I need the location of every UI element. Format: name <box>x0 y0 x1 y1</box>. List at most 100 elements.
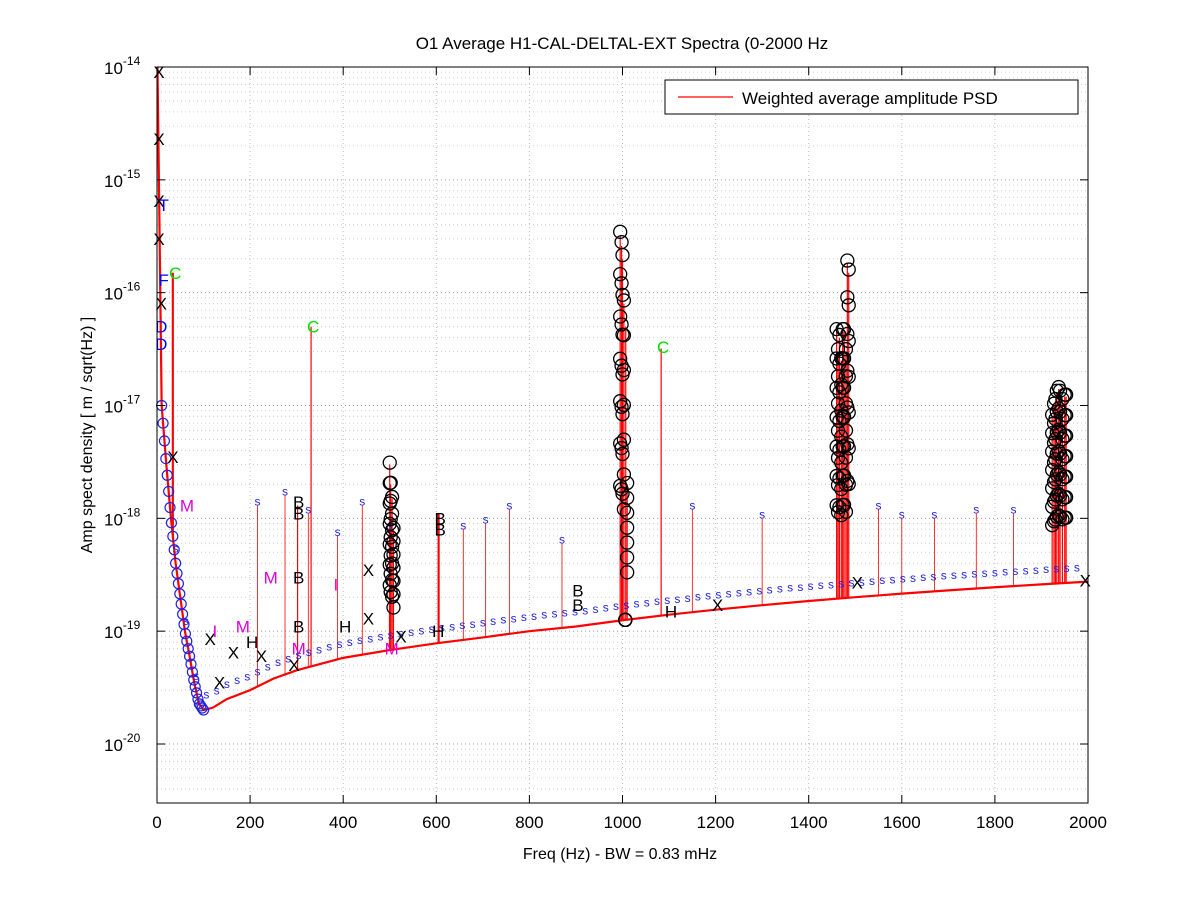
line-marker-s: s <box>470 617 476 631</box>
line-marker-s: s <box>511 611 517 625</box>
peak-circle-marker <box>615 287 630 303</box>
annotation-b: B <box>572 596 583 615</box>
peak-circle-marker <box>613 267 628 282</box>
legend: Weighted average amplitude PSD <box>664 79 1079 115</box>
line-marker-s: s <box>296 648 302 662</box>
low-freq-marker <box>157 417 169 429</box>
x-tick-label: 2000 <box>1069 813 1107 832</box>
annotation-x: X <box>214 674 225 693</box>
legend-label: Weighted average amplitude PSD <box>742 89 998 108</box>
y-tick-exponent: -16 <box>123 280 141 294</box>
peak-circle-marker <box>620 535 635 550</box>
line-marker-s: s <box>654 594 660 608</box>
line-marker-s: s <box>359 494 365 508</box>
x-tick-label: 1800 <box>976 813 1014 832</box>
x-tick-label: 400 <box>329 813 357 832</box>
line-marker-s: s <box>500 613 506 627</box>
line-marker-s: s <box>849 576 855 590</box>
peak-circle-marker <box>841 441 856 456</box>
annotation-c: C <box>307 318 319 337</box>
annotation-b: B <box>572 581 583 600</box>
peak-circle-marker <box>840 400 855 415</box>
line-marker-s: s <box>214 683 220 697</box>
line-marker-s: s <box>910 571 916 585</box>
line-marker-s: s <box>623 598 629 612</box>
annotation-d: D <box>155 318 167 337</box>
low-freq-marker <box>165 517 178 529</box>
low-freq-marker <box>163 485 175 498</box>
annotation-m: M <box>236 617 250 636</box>
low-freq-marker <box>158 435 171 447</box>
peak-circle-marker <box>616 362 632 378</box>
peak-circle-marker <box>383 530 398 545</box>
line-marker-s: s <box>746 584 752 598</box>
line-marker-s: s <box>971 567 977 581</box>
annotation-i: I <box>334 575 339 594</box>
line-marker-s: s <box>336 637 342 651</box>
line-marker-s: s <box>859 575 865 589</box>
line-marker-s: s <box>889 572 895 586</box>
peak-circle-marker <box>832 385 847 400</box>
peak-circle-marker <box>840 363 855 378</box>
y-tick-exponent: -17 <box>123 393 141 407</box>
annotation-h: H <box>432 622 444 641</box>
peak-circle-marker <box>618 612 633 628</box>
line-marker-s: s <box>973 503 979 517</box>
line-marker-s: s <box>572 605 578 619</box>
annotation-b: B <box>434 520 445 539</box>
x-tick-label: 1200 <box>697 813 735 832</box>
peak-circle-marker <box>616 432 632 447</box>
peak-circle-marker <box>838 504 854 519</box>
line-marker-s: s <box>234 673 240 687</box>
line-marker-s: s <box>613 599 619 613</box>
annotation-h: H <box>246 633 258 652</box>
line-marker-s: s <box>1064 561 1070 575</box>
peak-circle-marker <box>620 520 635 535</box>
line-marker-s: s <box>521 610 527 624</box>
line-marker-s: s <box>1074 560 1080 574</box>
peak-circle-marker <box>384 489 400 505</box>
line-marker-s: s <box>664 593 670 607</box>
low-freq-marker <box>189 681 201 693</box>
annotation-x: X <box>712 596 723 615</box>
line-marker-s: s <box>408 625 414 639</box>
line-marker-s: s <box>335 525 341 539</box>
line-marker-s: s <box>992 565 998 579</box>
line-marker-s: s <box>951 568 957 582</box>
peak-circle-marker <box>841 262 856 277</box>
peak-circle-marker <box>615 446 630 462</box>
peak-circle-marker <box>1058 449 1074 464</box>
peak-circle-marker <box>829 380 844 396</box>
line-marker-s: s <box>633 597 639 611</box>
line-marker-s: s <box>1011 503 1017 517</box>
peak-circle-marker <box>840 326 855 342</box>
annotation-f: F <box>158 271 168 290</box>
annotation-x: X <box>153 130 164 149</box>
low-freq-marker <box>197 704 210 716</box>
line-marker-s: s <box>695 590 701 604</box>
line-marker-s: s <box>1043 562 1049 576</box>
peak-circle-marker <box>614 399 629 415</box>
peak-circle-marker <box>616 328 632 343</box>
line-marker-s: s <box>582 603 588 617</box>
line-marker-s: s <box>644 595 650 609</box>
line-marker-s: s <box>377 630 383 644</box>
low-freq-marker <box>179 628 191 640</box>
peak-circle-marker <box>1058 387 1074 402</box>
peak-circle-marker <box>1058 428 1074 443</box>
peak-circle-marker <box>616 467 632 482</box>
low-freq-marker <box>160 452 172 465</box>
line-marker-s: s <box>1053 562 1059 576</box>
peak-circle-marker <box>386 520 401 536</box>
low-freq-marker <box>168 544 180 556</box>
annotation-c: C <box>657 338 669 357</box>
annotation-x: X <box>153 230 164 249</box>
peak-circle-marker <box>1058 408 1074 423</box>
line-marker-s: s <box>506 498 512 512</box>
peak-circle-marker <box>1055 492 1070 507</box>
peak-circle-marker <box>614 440 629 456</box>
peak-circle-marker <box>614 317 629 332</box>
line-marker-s: s <box>674 592 680 606</box>
low-freq-marker <box>185 658 197 670</box>
